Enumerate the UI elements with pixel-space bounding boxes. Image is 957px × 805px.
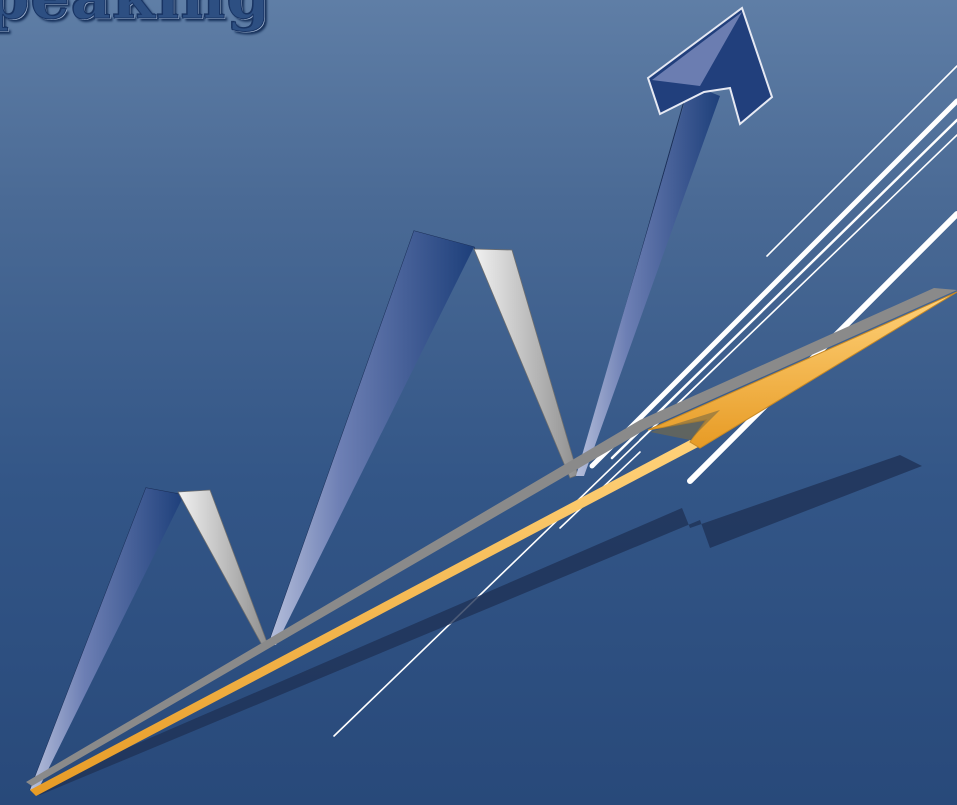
diagonal-line [333,362,721,737]
diagonal-line [766,65,957,257]
trend-arrow-icon [26,288,957,796]
zigzag-arrow-icon [29,6,774,791]
diagonal-line [610,118,957,460]
diagonal-line [589,98,957,469]
trend-arrow-shadow [30,455,922,795]
slide-title-fragment: peaking [0,0,271,34]
decorative-lines [333,65,957,737]
